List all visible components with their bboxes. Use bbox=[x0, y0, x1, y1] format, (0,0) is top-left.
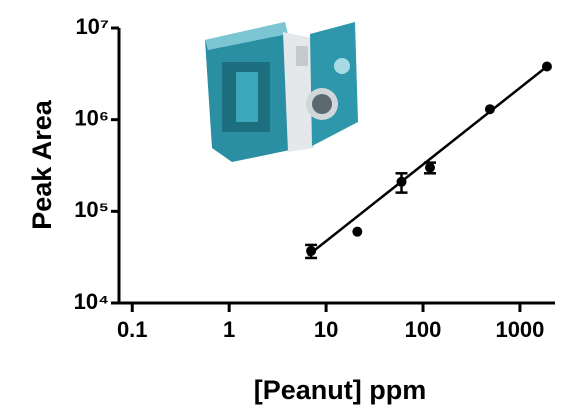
point bbox=[541, 61, 552, 72]
point bbox=[352, 226, 363, 237]
instrument-icon bbox=[205, 22, 358, 162]
y-tick-label: 10⁷ bbox=[75, 14, 109, 39]
x-tick-label: 100 bbox=[405, 317, 442, 342]
point bbox=[396, 176, 407, 187]
point bbox=[484, 104, 495, 115]
x-axis-label: [Peanut] ppm bbox=[254, 375, 427, 405]
y-axis-label: Peak Area bbox=[27, 99, 57, 230]
y-tick-label: 10⁶ bbox=[74, 105, 109, 130]
x-tick-label: 10 bbox=[314, 317, 338, 342]
fit-line bbox=[307, 65, 548, 257]
y-tick-label: 10⁴ bbox=[74, 289, 109, 314]
x-tick-label: 0.1 bbox=[117, 317, 148, 342]
y-tick-label: 10⁵ bbox=[74, 197, 109, 222]
x-tick-label: 1000 bbox=[495, 317, 544, 342]
x-tick-label: 1 bbox=[223, 317, 235, 342]
point bbox=[306, 245, 317, 256]
point bbox=[424, 162, 435, 173]
